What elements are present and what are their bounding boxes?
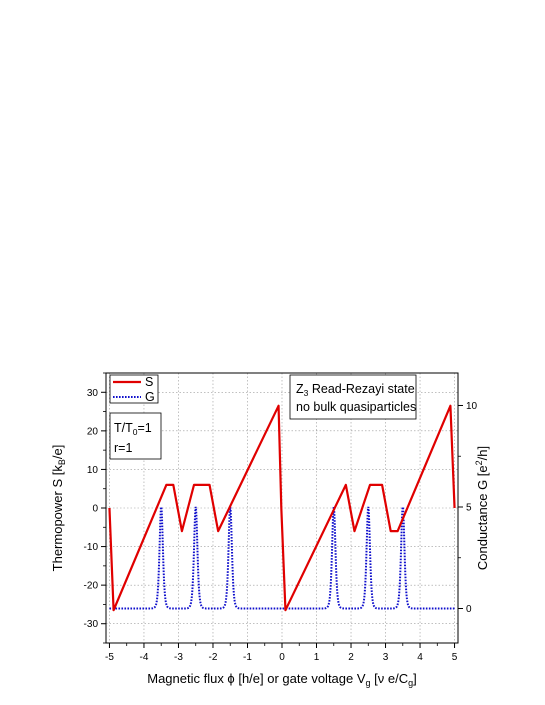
y-left-axis-title: Thermopower S [kB/e]: [50, 445, 67, 572]
x-tick-label-2: -3: [174, 652, 183, 663]
parameter-box: T/T0=1 r=1: [109, 412, 162, 460]
data-series: [108, 404, 456, 612]
x-tick-label-4: -1: [243, 652, 252, 663]
legend-s-label: S: [145, 375, 153, 389]
y-right-axis-title: Conductance G [e2/h]: [474, 446, 490, 570]
x-tick-label-10: 5: [452, 652, 458, 663]
x-tick-label-1: -4: [140, 652, 149, 663]
series-s-line: [108, 404, 456, 612]
y-right-tick-label-0: 0: [466, 604, 472, 615]
y-left-tick-label-3: 0: [92, 504, 98, 515]
y-left-tick-label-0: -30: [84, 619, 99, 630]
y-left-tick-label-1: -20: [84, 581, 99, 592]
x-axis-ticks: -5 -4 -3 -2 -1 0 1 2 3 4 5: [105, 643, 458, 663]
y-left-axis-ticks: -30 -20 -10 0 10 20 30: [84, 372, 106, 644]
x-tick-label-9: 4: [417, 652, 423, 663]
legend: S G: [109, 374, 159, 404]
state-subtitle: no bulk quasiparticles: [296, 400, 416, 414]
y-right-axis-ticks: 0 5 10: [458, 401, 478, 615]
y-left-tick-label-2: -10: [84, 542, 99, 553]
x-tick-label-3: -2: [209, 652, 218, 663]
y-right-tick-label-2: 10: [466, 401, 478, 412]
y-left-tick-label-4: 10: [87, 465, 99, 476]
x-tick-label-0: -5: [105, 652, 114, 663]
temperature-label: T/T0=1: [114, 421, 152, 437]
legend-g-label: G: [145, 390, 155, 404]
y-left-tick-label-5: 20: [87, 426, 99, 437]
x-tick-label-6: 1: [314, 652, 320, 663]
state-box: Z3 Read-Rezayi state no bulk quasipartic…: [289, 374, 417, 420]
x-axis-title: Magnetic flux ϕ [h/e] or gate voltage Vg…: [147, 671, 417, 688]
y-left-tick-label-6: 30: [87, 388, 99, 399]
x-tick-label-5: 0: [279, 652, 285, 663]
legend-box: [109, 374, 159, 404]
state-title: Z3 Read-Rezayi state: [296, 382, 415, 398]
r-label: r=1: [114, 441, 132, 455]
x-tick-label-8: 3: [383, 652, 389, 663]
x-tick-label-7: 2: [348, 652, 354, 663]
y-right-tick-label-1: 5: [466, 502, 472, 513]
